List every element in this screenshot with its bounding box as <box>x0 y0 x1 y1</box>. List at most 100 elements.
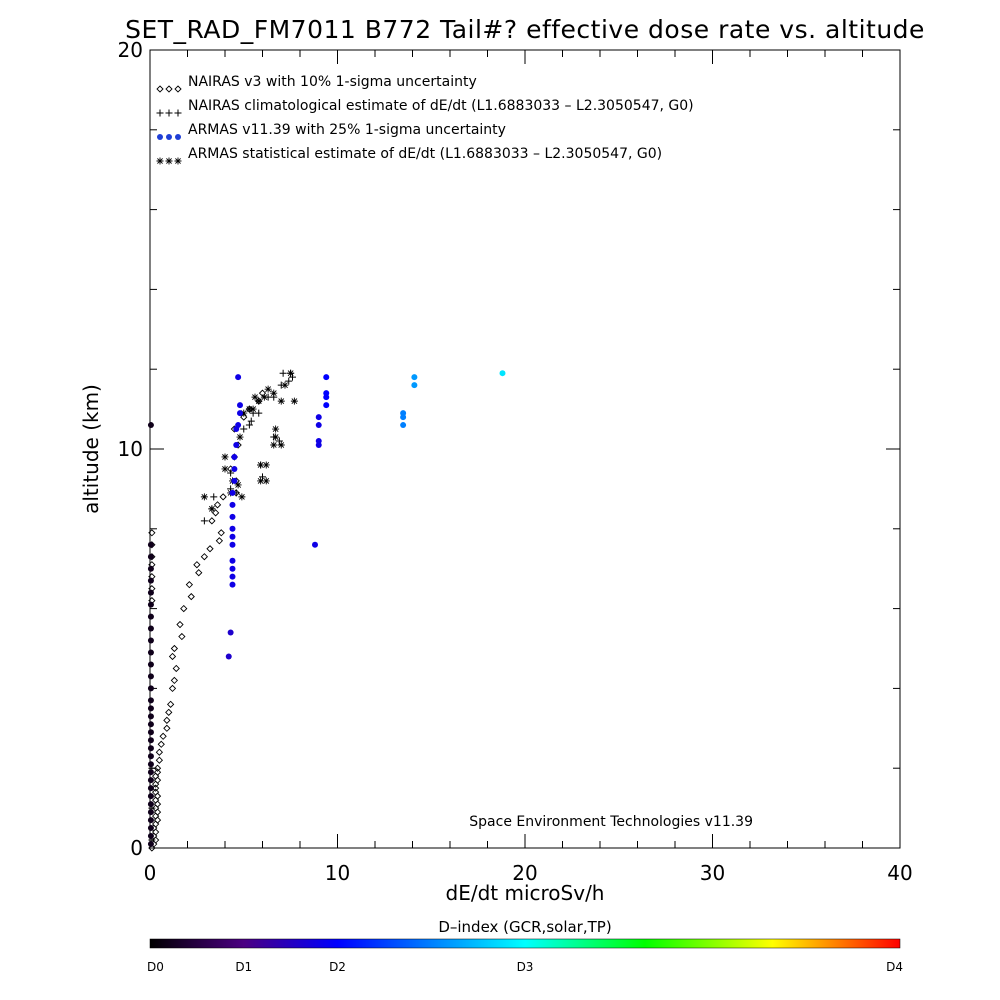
data-point-asterisk <box>257 477 265 485</box>
data-point-diamond <box>151 820 160 828</box>
data-point-dot <box>147 809 154 816</box>
data-point-plus <box>200 517 208 525</box>
data-point-plus <box>285 377 293 385</box>
data-point-asterisk <box>240 409 248 417</box>
legend-label: NAIRAS v3 with 10% 1-sigma uncertainty <box>188 74 477 90</box>
data-point-asterisk <box>249 405 257 413</box>
data-point-dot <box>229 581 236 588</box>
data-point-asterisk <box>277 397 285 405</box>
data-point-dot <box>323 402 330 409</box>
data-point-diamond <box>159 732 167 740</box>
data-point-dot <box>229 525 236 532</box>
data-point-asterisk <box>260 393 268 401</box>
data-point-dot <box>227 629 234 636</box>
data-point-dot <box>237 410 243 417</box>
data-point-dot <box>225 653 232 660</box>
x-tick-label: 10 <box>325 861 350 885</box>
data-point-diamond <box>187 592 195 601</box>
colorbar-label: D4 <box>886 960 903 974</box>
y-tick-label: 10 <box>118 437 143 461</box>
data-point-diamond <box>163 716 171 724</box>
data-point-diamond <box>258 389 267 397</box>
data-point-diamond <box>165 708 173 716</box>
data-point-dot <box>233 442 240 449</box>
data-point-dot <box>147 737 154 744</box>
colorbar-label: D1 <box>235 960 252 974</box>
data-point-dot <box>147 777 154 784</box>
colorbar-label: D2 <box>329 960 346 974</box>
data-point-plus <box>247 417 255 425</box>
legend-marker-asterisk <box>156 157 164 165</box>
data-point-diamond <box>153 764 162 772</box>
legend-marker-plus <box>156 109 164 117</box>
data-point-dot <box>499 370 506 377</box>
data-point-asterisk <box>270 389 278 397</box>
data-point-dot <box>147 721 154 728</box>
legend-marker-dot <box>175 134 181 140</box>
data-point-dot <box>229 541 236 548</box>
legend-marker-diamond <box>156 85 164 93</box>
legend-label: ARMAS v11.39 with 25% 1-sigma uncertaint… <box>188 122 506 138</box>
data-point-dot <box>147 761 154 768</box>
data-point-dot <box>231 453 238 460</box>
data-point-dot <box>315 422 322 429</box>
data-point-diamond <box>176 620 184 629</box>
y-axis-title: altitude (km) <box>79 384 103 514</box>
data-point-plus <box>227 469 235 477</box>
colorbar-title: D–index (GCR,solar,TP) <box>438 918 611 936</box>
data-point-dot <box>147 793 154 800</box>
data-point-dot <box>147 589 154 596</box>
colorbar-label: D0 <box>147 960 164 974</box>
axis-ticks <box>149 49 901 849</box>
data-point-diamond <box>195 569 203 577</box>
data-point-dot <box>229 573 236 580</box>
data-point-diamond <box>211 509 220 517</box>
data-point-asterisk <box>262 477 270 485</box>
data-point-dot <box>229 513 236 520</box>
data-point-dot <box>312 541 318 548</box>
data-point-asterisk <box>287 369 295 377</box>
data-point-dot <box>147 825 154 832</box>
data-point-diamond <box>193 561 201 569</box>
data-point-diamond <box>155 748 164 756</box>
legend-label: ARMAS statistical estimate of dE/dt (L1.… <box>188 146 662 162</box>
data-point-asterisk <box>251 393 259 401</box>
data-point-dot <box>147 745 154 752</box>
legend-marker-dot <box>157 134 163 140</box>
data-point-diamond <box>153 808 162 816</box>
data-point-diamond <box>153 768 162 776</box>
data-point-dot <box>323 374 330 381</box>
data-point-asterisk <box>221 465 229 473</box>
data-point-asterisk <box>255 397 263 405</box>
x-tick-label: 30 <box>700 861 725 885</box>
data-point-dot <box>147 769 154 776</box>
data-point-dot <box>147 729 154 736</box>
data-point-diamond <box>153 800 162 808</box>
data-point-dot <box>147 705 154 712</box>
data-point-dot <box>147 697 154 704</box>
data-point-asterisk <box>272 433 280 441</box>
data-point-asterisk <box>200 493 208 501</box>
data-point-diamond <box>153 816 162 824</box>
data-point-diamond <box>153 792 162 800</box>
data-point-diamond <box>151 772 160 780</box>
x-tick-label: 0 <box>144 861 157 885</box>
legend-marker-dot <box>166 134 172 140</box>
data-point-diamond <box>200 553 209 561</box>
data-point-asterisk <box>270 441 278 449</box>
data-point-dot <box>147 565 154 572</box>
data-point-asterisk <box>245 405 253 413</box>
data-point-dot <box>400 422 407 429</box>
data-point-asterisk <box>290 397 298 405</box>
data-point-diamond <box>153 776 162 784</box>
data-point-plus <box>210 493 218 501</box>
legend-marker-plus <box>174 109 182 117</box>
data-point-dot <box>323 390 330 397</box>
data-point-dot <box>147 801 154 808</box>
data-point-dot <box>315 414 322 421</box>
data-point-dot <box>229 565 236 572</box>
data-point-diamond <box>213 501 222 509</box>
data-point-diamond <box>215 537 224 545</box>
legend-marker-asterisk <box>165 157 173 165</box>
